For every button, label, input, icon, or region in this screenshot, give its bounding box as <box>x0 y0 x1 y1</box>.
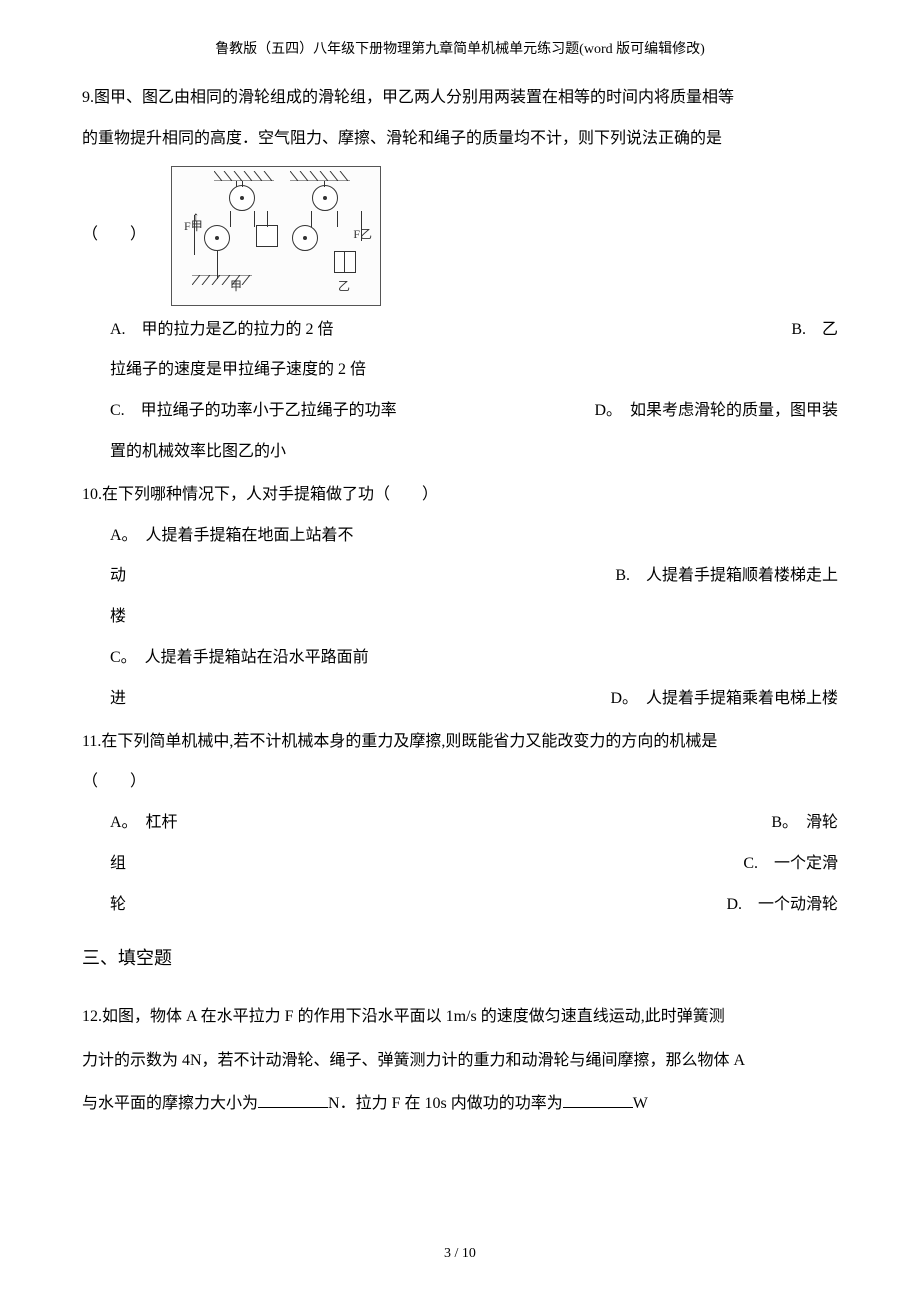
arrow-up-icon: ↑ <box>193 201 199 232</box>
weight-jia <box>256 225 278 247</box>
content-area: 9.图甲、图乙由相同的滑轮组成的滑轮组，甲乙两人分别用两装置在相等的时间内将质量… <box>0 58 920 1125</box>
q9-opt-a: A. 甲的拉力是乙的拉力的 2 倍 <box>110 310 334 351</box>
rope <box>267 211 268 227</box>
pulley-jia-top <box>229 185 255 211</box>
q9-opt-d-cont: 置的机械效率比图乙的小 <box>110 432 838 473</box>
rope <box>230 211 231 227</box>
diagram-label-f-yi: F乙 <box>353 219 372 250</box>
rope <box>337 211 338 227</box>
q11-paren: （ ） <box>82 762 838 803</box>
q12: 12.如图，物体 A 在水平拉力 F 的作用下沿水平面以 1m/s 的速度做匀速… <box>82 995 838 1125</box>
q12-line3b: N．拉力 F 在 10s 内做功的功率为 <box>328 1095 563 1112</box>
rope <box>324 181 325 187</box>
rope <box>242 181 243 187</box>
q11-opt-c-2: 轮 <box>110 885 126 926</box>
rope <box>254 211 255 227</box>
hatch-ceiling-right <box>290 171 350 181</box>
pulley-yi-bottom <box>292 225 318 251</box>
q9-paren-row: （ ） 甲 <box>82 166 838 306</box>
pulley-yi-top <box>312 185 338 211</box>
q10-stem: 10.在下列哪种情况下，人对手提箱做了功（ ） <box>82 475 838 516</box>
q11-stem: 11.在下列简单机械中,若不计机械本身的重力及摩擦,则既能省力又能改变力的方向的… <box>82 722 838 763</box>
q12-line2: 力计的示数为 4N，若不计动滑轮、绳子、弹簧测力计的重力和动滑轮与绳间摩擦，那么… <box>82 1039 838 1082</box>
blank-power <box>563 1092 633 1108</box>
page-header: 鲁教版（五四）八年级下册物理第九章简单机械单元练习题(word 版可编辑修改) <box>0 0 920 58</box>
q9-opt-c: C. 甲拉绳子的功率小于乙拉绳子的功率 <box>110 391 397 432</box>
q10-opt-a-2: 动 <box>110 556 126 597</box>
hatch-ceiling-left <box>214 171 274 181</box>
q9-diagram: 甲 乙 F甲 F乙 ↑ <box>171 166 381 306</box>
diagram-label-yi: 乙 <box>338 271 350 302</box>
hatch-floor <box>192 275 252 285</box>
rope <box>344 251 345 273</box>
q11: 11.在下列简单机械中,若不计机械本身的重力及摩擦,则既能省力又能改变力的方向的… <box>82 722 838 926</box>
pulley-jia-bottom <box>204 225 230 251</box>
q10-opt-c-1: C。 人提着手提箱站在沿水平路面前 <box>110 638 838 679</box>
q11-opt-b: B。 滑轮 <box>771 803 838 844</box>
q12-line1: 12.如图，物体 A 在水平拉力 F 的作用下沿水平面以 1m/s 的速度做匀速… <box>82 995 838 1038</box>
rope <box>217 251 218 279</box>
q10-opt-b-2: 楼 <box>110 597 838 638</box>
q12-line3c: W <box>633 1095 648 1112</box>
q11-opt-b-2: 组 <box>110 844 126 885</box>
weight-yi <box>334 251 356 273</box>
q11-opt-d: D. 一个动滑轮 <box>726 885 838 926</box>
q9-paren: （ ） <box>82 215 146 256</box>
q10-opt-c-2: 进 <box>110 679 126 720</box>
q9-options: A. 甲的拉力是乙的拉力的 2 倍 B. 乙 拉绳子的速度是甲拉绳子速度的 2 … <box>82 310 838 473</box>
q10-opt-b: B. 人提着手提箱顺着楼梯走上 <box>615 556 838 597</box>
rope <box>311 211 312 227</box>
q12-line3: 与水平面的摩擦力大小为 N．拉力 F 在 10s 内做功的功率为 W <box>82 1082 838 1125</box>
q11-opt-c: C. 一个定滑 <box>743 844 838 885</box>
rope <box>236 181 237 187</box>
q11-opt-a: A。 杠杆 <box>110 803 178 844</box>
q10-opt-d: D。 人提着手提箱乘着电梯上楼 <box>610 679 838 720</box>
q10: 10.在下列哪种情况下，人对手提箱做了功（ ） A。 人提着手提箱在地面上站着不… <box>82 475 838 720</box>
q9-opt-b-cont: 拉绳子的速度是甲拉绳子速度的 2 倍 <box>110 350 838 391</box>
q10-opt-a-1: A。 人提着手提箱在地面上站着不 <box>110 516 838 557</box>
q9-line2: 的重物提升相同的高度．空气阻力、摩擦、滑轮和绳子的质量均不计，则下列说法正确的是 <box>82 119 838 160</box>
q12-line3a: 与水平面的摩擦力大小为 <box>82 1095 258 1112</box>
q9-opt-b: B. 乙 <box>791 310 838 351</box>
blank-friction <box>258 1092 328 1108</box>
diagram-label-jia: 甲 <box>230 271 242 302</box>
q9-line1: 9.图甲、图乙由相同的滑轮组成的滑轮组，甲乙两人分别用两装置在相等的时间内将质量… <box>82 78 838 119</box>
page-footer: 3 / 10 <box>0 1246 920 1262</box>
q9-opt-d: D。 如果考虑滑轮的质量，图甲装 <box>594 391 838 432</box>
section-3-title: 三、填空题 <box>82 936 838 982</box>
